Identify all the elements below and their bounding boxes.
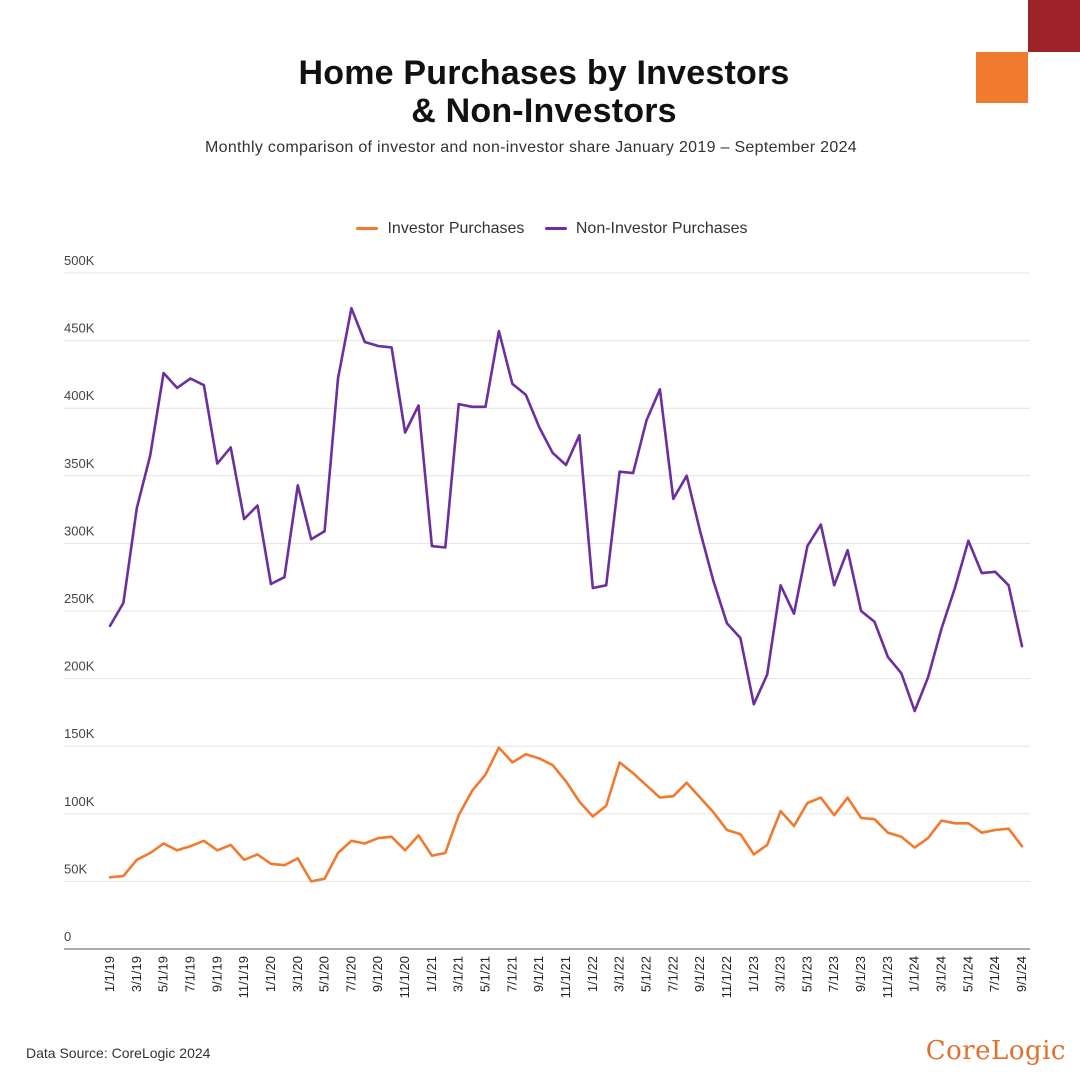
chart-title-line2: & Non-Investors <box>411 92 677 130</box>
y-tick-label: 450K <box>64 321 95 336</box>
x-tick-label: 9/1/24 <box>1014 956 1029 992</box>
y-tick-label: 200K <box>64 659 95 674</box>
x-tick-label: 3/1/21 <box>451 956 466 992</box>
x-tick-label: 11/1/22 <box>719 956 734 998</box>
x-tick-label: 1/1/23 <box>746 956 761 992</box>
x-tick-label: 11/1/23 <box>880 956 895 998</box>
brand-logo: CoreLogic <box>925 1036 1066 1066</box>
y-tick-label: 100K <box>64 794 95 809</box>
x-tick-label: 9/1/19 <box>209 956 224 992</box>
x-tick-label: 1/1/22 <box>585 956 600 992</box>
x-tick-label: 5/1/20 <box>317 956 332 992</box>
series-line-non-investor <box>108 306 1024 713</box>
x-tick-label: 5/1/23 <box>799 956 814 992</box>
x-tick-label: 7/1/22 <box>665 956 680 992</box>
legend-label-non-investor: Non-Investor Purchases <box>575 219 748 237</box>
x-tick-label: 3/1/24 <box>934 956 949 992</box>
y-tick-label: 150K <box>64 726 95 741</box>
line-chart: 0 50K 100K 150K 200K 250K 300K 350K 400K 450K 500K… <box>64 253 1030 998</box>
x-tick-label: 11/1/19 <box>236 956 251 998</box>
x-tick-label: 7/1/21 <box>504 956 519 992</box>
legend-label-investor: Investor Purchases <box>387 219 525 237</box>
x-tick-label: 5/1/24 <box>960 956 975 992</box>
corner-block-dark <box>1028 0 1080 52</box>
y-tick-label: 0 <box>64 929 71 944</box>
legend-item-non-investor: Non-Investor Purchases <box>544 219 748 238</box>
y-tick-label: 350K <box>64 456 95 471</box>
x-tick-label: 9/1/21 <box>531 956 546 992</box>
x-tick-label: 3/1/20 <box>290 956 305 992</box>
corner-block-orange <box>976 52 1028 103</box>
x-tick-label: 3/1/19 <box>129 956 144 992</box>
x-tick-label: 3/1/22 <box>612 956 627 992</box>
x-tick-label: 9/1/22 <box>692 956 707 992</box>
legend: Investor Purchases Non-Investor Purchase… <box>0 217 1080 238</box>
y-tick-label: 500K <box>64 253 95 268</box>
x-tick-label: 3/1/23 <box>773 956 788 992</box>
x-tick-label: 11/1/21 <box>558 956 573 998</box>
x-tick-label: 7/1/19 <box>182 956 197 992</box>
x-tick-label: 1/1/20 <box>263 956 278 992</box>
x-tick-label: 7/1/24 <box>987 956 1002 992</box>
legend-swatch-non-investor <box>544 227 567 230</box>
x-tick-label: 5/1/22 <box>638 956 653 992</box>
y-tick-label: 400K <box>64 388 95 403</box>
y-tick-label: 300K <box>64 523 95 538</box>
legend-item-investor: Investor Purchases <box>356 220 524 238</box>
data-source: Data Source: CoreLogic 2024 <box>26 1045 211 1061</box>
x-tick-label: 9/1/23 <box>853 956 868 992</box>
chart-title: Home Purchases by Investors & Non-Invest… <box>0 54 1080 130</box>
series-line-investor <box>108 746 1024 883</box>
x-tick-label: 7/1/20 <box>343 956 358 992</box>
y-tick-label: 250K <box>64 591 95 606</box>
x-tick-label: 11/1/20 <box>397 956 412 998</box>
x-tick-label: 7/1/23 <box>826 956 841 992</box>
x-tick-label: 9/1/20 <box>370 956 385 992</box>
legend-swatch-investor <box>356 227 379 230</box>
chart-title-line1: Home Purchases by Investors <box>298 54 790 92</box>
x-tick-label: 5/1/21 <box>478 956 493 992</box>
x-tick-label: 1/1/21 <box>424 956 439 992</box>
y-tick-label: 50K <box>64 861 87 876</box>
x-tick-label: 5/1/19 <box>156 956 171 992</box>
x-tick-label: 1/1/19 <box>102 956 117 992</box>
chart-subtitle: Monthly comparison of investor and non-i… <box>205 139 857 156</box>
x-tick-label: 1/1/24 <box>907 956 922 992</box>
